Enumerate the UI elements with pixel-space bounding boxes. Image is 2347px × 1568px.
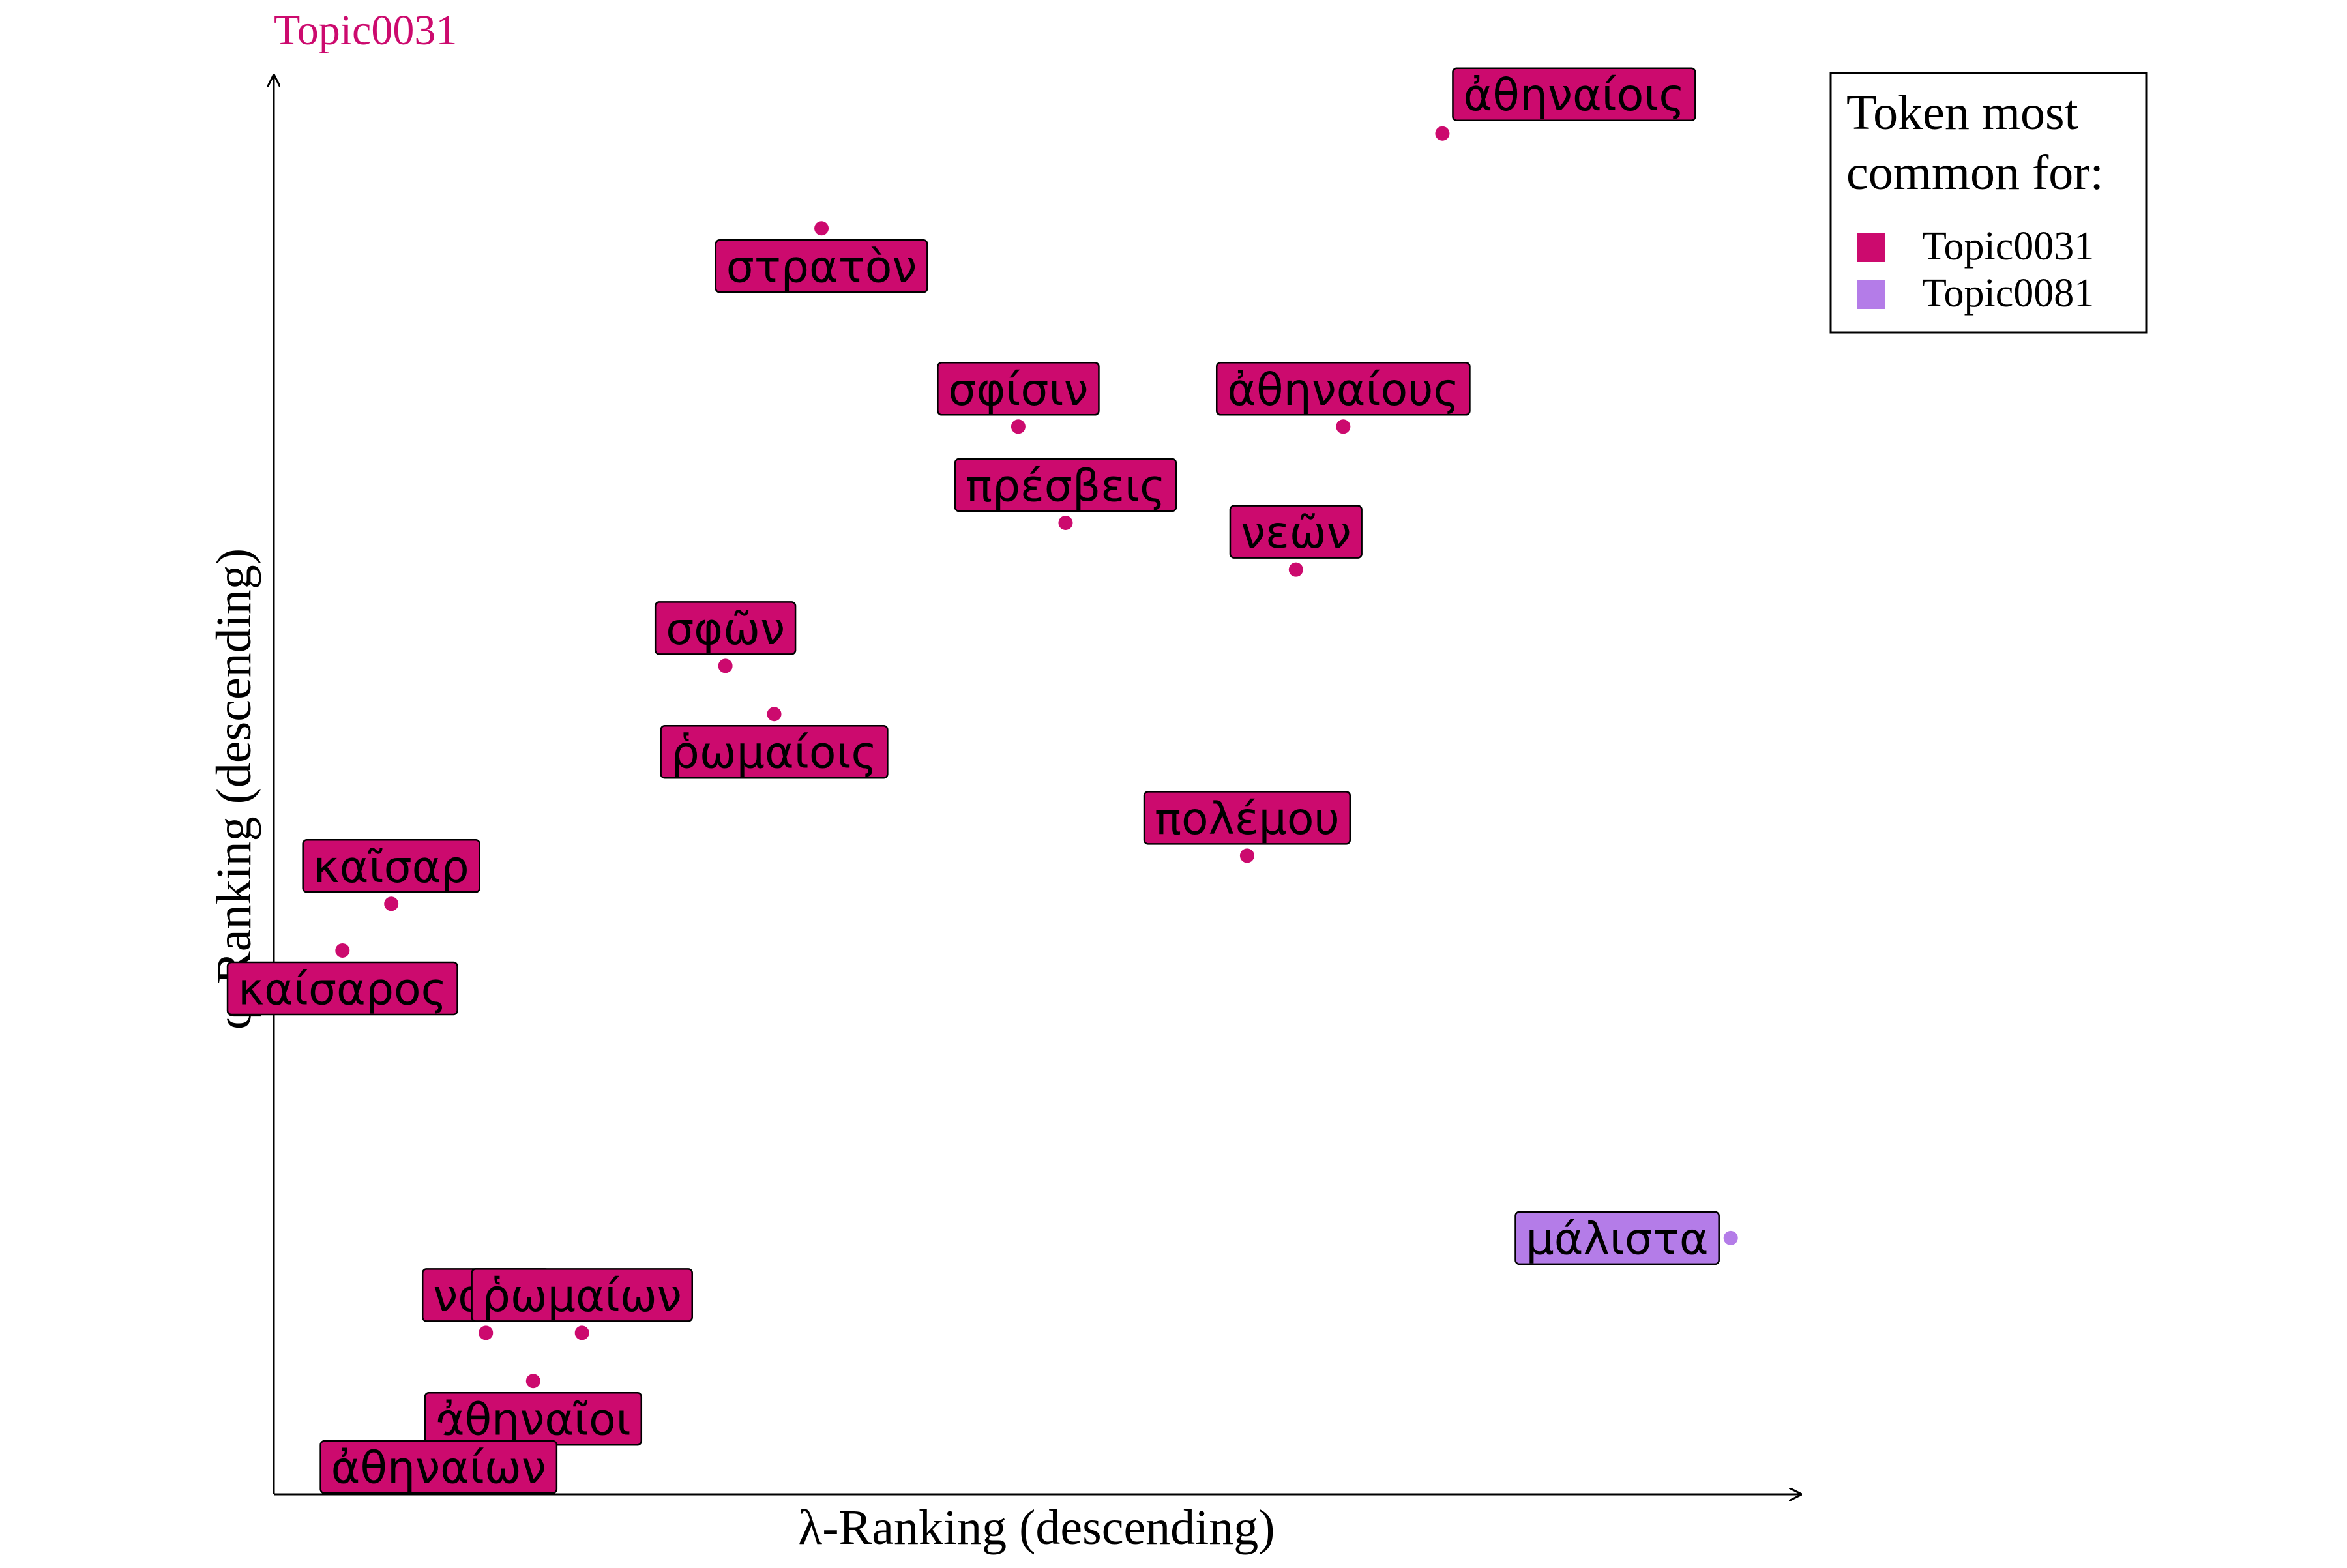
point-label-box [1143,791,1351,845]
point-label: καῖσαρ [314,842,469,893]
point-marker [1058,516,1073,531]
point-marker [335,943,350,958]
point-label-box [319,1440,558,1494]
points-layer: ἀθηναίοις στρατὸν σφίσιν ἀθηναίους πρέσβεις ν… [226,67,1738,1494]
point-marker [814,221,829,236]
point-label-box [1229,505,1363,559]
point-marker [525,1374,540,1389]
data-point-7: ῥωμαίοις [660,707,889,779]
point-label-box [937,362,1100,416]
x-axis-label: λ-Ranking (descending) [798,1500,1275,1555]
point-label: στρατὸν [726,242,917,293]
legend-title-line-2: common for: [1846,145,2104,200]
point-label-box [954,458,1177,512]
data-point-2: σφίσιν [937,362,1100,434]
data-point-9: καῖσαρ [302,839,480,911]
legend-label-topic0031: Topic0031 [1922,224,2094,269]
point-label-box [654,601,797,655]
point-label: ῥωμαίοις [672,728,878,779]
point-label: ἀθηναίων [331,1443,546,1494]
data-point-0: ἀθηναίοις [1435,67,1696,141]
point-marker [384,896,399,911]
legend-label-topic0081: Topic0081 [1922,271,2094,316]
point-label: μάλιστα [1526,1213,1708,1265]
data-point-5: νεῶν [1229,505,1363,577]
legend-swatch-topic0031 [1857,233,1885,262]
data-point-15: ἀθηναίων [319,1422,558,1494]
legend-swatch-topic0081 [1857,280,1885,309]
point-label-box [226,961,458,1016]
y-axis-label: φ-Ranking (descending) [207,548,261,1029]
point-label: ἀθηναῖοι [435,1395,631,1446]
point-label: πρέσβεις [966,460,1166,512]
point-marker [1435,126,1450,141]
data-point-1: στρατὸν [715,221,928,293]
point-label-box [1215,362,1471,416]
point-marker [574,1325,589,1340]
data-point-8: πολέμου [1143,791,1351,863]
point-label: καίσαρος [238,964,447,1015]
point-marker [431,1422,446,1437]
point-label-box [1514,1211,1720,1265]
point-label-box [660,724,889,779]
point-label-box [471,1268,694,1322]
chart-title: Topic0031 [274,7,457,54]
legend-title-line-1: Token most [1846,85,2078,140]
point-marker [1288,562,1303,577]
point-label-box [302,839,480,893]
point-label: πολέμου [1155,793,1340,845]
point-label-box [715,239,928,293]
point-marker [1336,419,1351,434]
point-marker [1723,1230,1738,1245]
data-point-14: ἀθηναῖοι [424,1374,643,1446]
data-point-11: μάλιστα [1514,1211,1738,1265]
point-marker [767,707,782,722]
point-label: νεῶν [1241,507,1351,559]
point-marker [1239,848,1254,863]
point-marker [479,1325,494,1340]
point-label: ῥωμαίων [482,1271,682,1322]
legend-box [1829,72,2148,334]
point-marker [718,658,733,673]
point-label: ἀθηναίους [1227,364,1459,416]
data-point-4: πρέσβεις [954,458,1177,531]
data-point-10: καίσαρος [226,943,458,1016]
point-label: ἀθηναίοις [1463,70,1685,121]
data-point-6: σφῶν [654,601,797,673]
data-point-3: ἀθηναίους [1215,362,1471,434]
point-label-box [1452,67,1696,121]
point-marker [1011,419,1026,434]
data-point-13: ῥωμαίων [471,1268,694,1340]
legend: Token most common for: Topic0031 Topic00… [1829,72,2148,334]
point-label: σφίσιν [948,364,1088,416]
point-label: σφῶν [666,604,785,655]
